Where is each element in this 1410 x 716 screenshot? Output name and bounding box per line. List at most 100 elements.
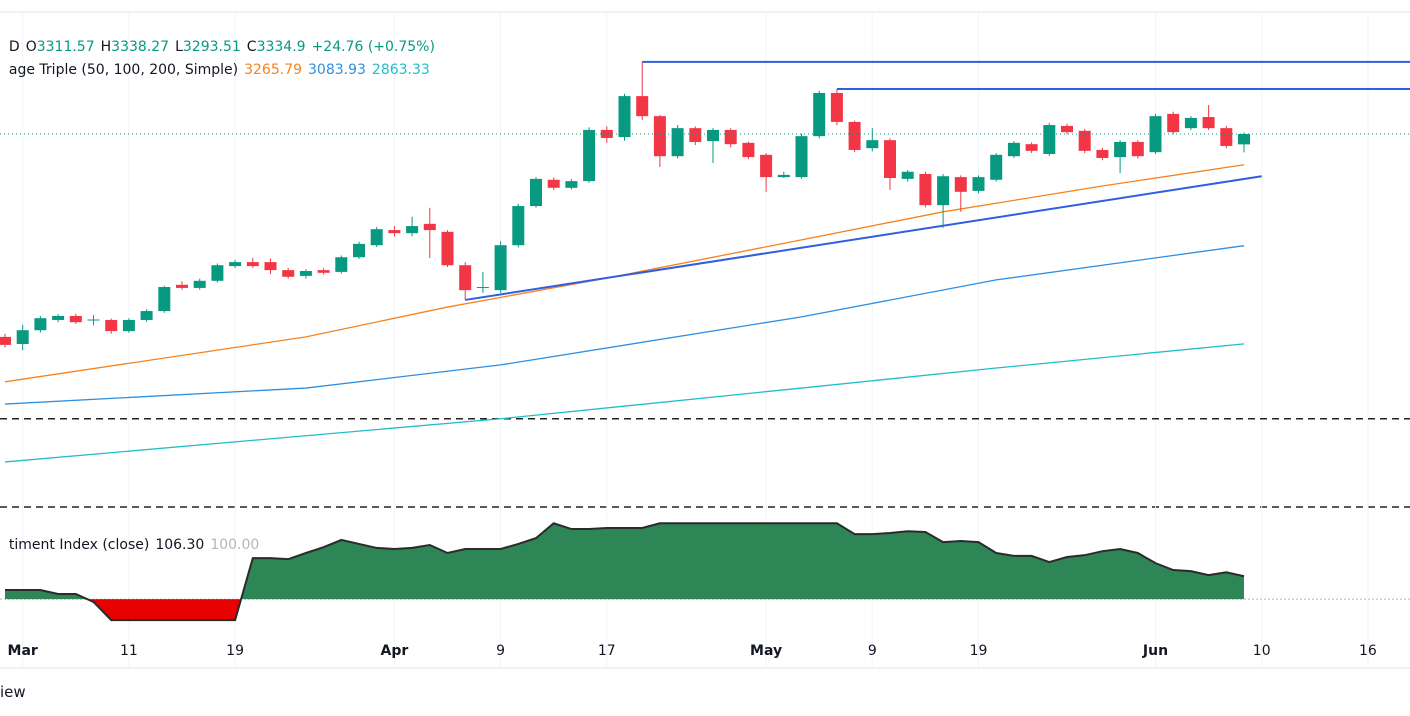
candle-body <box>282 270 295 277</box>
candle-body <box>193 280 206 288</box>
candle-body <box>1078 130 1091 151</box>
candle-body <box>122 319 135 332</box>
o-value: 3311.57 <box>36 39 95 55</box>
candle-body <box>494 245 507 291</box>
candle-body <box>1202 117 1215 129</box>
candle-body <box>689 128 702 142</box>
baseline-label: 100.00 <box>210 537 260 553</box>
candle-body <box>317 270 330 273</box>
candle-body <box>653 116 666 157</box>
symbol: D <box>8 39 20 55</box>
candle-body <box>0 336 11 345</box>
candle-body <box>353 243 365 258</box>
area-above <box>5 523 1244 600</box>
candle-body <box>600 129 613 138</box>
candle-body <box>636 96 649 117</box>
trendline <box>465 175 1262 301</box>
candle-body <box>211 265 224 281</box>
moving-average <box>4 164 1245 383</box>
x-tick-label: 17 <box>598 643 616 659</box>
x-tick-label: 16 <box>1359 643 1377 659</box>
candle-body <box>441 231 454 266</box>
candle-body <box>1096 149 1109 158</box>
candle-body <box>388 230 401 234</box>
candle-body <box>512 206 525 246</box>
candle-body <box>299 271 312 276</box>
candle-body <box>1167 113 1180 133</box>
candle-body <box>459 265 472 291</box>
ma-title: age Triple (50, 100, 200, Simple) <box>8 62 239 78</box>
x-tick-label: 11 <box>120 643 138 659</box>
candle-body <box>901 171 914 179</box>
candle-body <box>866 140 879 149</box>
candle-body <box>530 178 542 207</box>
x-tick-label: Jun <box>1142 643 1168 659</box>
candle-body <box>618 96 631 138</box>
candle-body <box>795 136 808 178</box>
candle-body <box>547 179 560 188</box>
area-line <box>5 522 1245 622</box>
candle-body <box>229 262 242 267</box>
x-tick-label: Mar <box>8 643 38 659</box>
x-tick-label: May <box>750 643 782 659</box>
sentiment-title: timent Index (close) <box>8 537 150 553</box>
moving-average <box>4 343 1245 463</box>
moving-average <box>4 245 1245 405</box>
ma-value: 2863.33 <box>371 62 430 78</box>
area-below <box>5 599 1244 621</box>
sentiment-readout: 106.30 <box>155 537 205 553</box>
candle-body <box>52 315 65 320</box>
candle-body <box>423 223 436 231</box>
candle-body <box>370 229 383 246</box>
h-value: 3338.27 <box>111 39 170 55</box>
x-tick-label: 10 <box>1253 643 1271 659</box>
candle-body <box>954 177 967 192</box>
candle-body <box>1238 133 1250 145</box>
candle-body <box>1043 125 1056 154</box>
candle-body <box>1131 141 1144 157</box>
x-tick-label: 19 <box>226 643 244 659</box>
candle-body <box>176 284 188 288</box>
candle-body <box>884 140 896 178</box>
candle-body <box>140 311 153 320</box>
ma-legend: age Triple (50, 100, 200, Simple) 3265.79… <box>0 46 436 78</box>
h-label: H <box>100 39 112 55</box>
candle-body <box>406 226 419 234</box>
c-label: C <box>246 39 257 55</box>
candle-body <box>246 262 259 267</box>
c-value: 3334.9 <box>256 39 306 55</box>
candle-body <box>16 330 29 344</box>
o-label: O <box>25 39 37 55</box>
candle-body <box>1007 142 1020 157</box>
candle-body <box>1061 125 1073 133</box>
candle-body <box>34 318 47 331</box>
footer: iew <box>0 683 26 701</box>
candle-body <box>830 92 843 122</box>
candle-body <box>1220 128 1233 146</box>
candle-body <box>813 92 826 137</box>
l-value: 3293.51 <box>182 39 241 55</box>
candle-body <box>937 176 950 206</box>
candle-body <box>1184 117 1197 129</box>
candle-body <box>583 129 596 182</box>
candle-body <box>777 174 790 178</box>
candle-body <box>565 181 578 188</box>
x-tick-label: 19 <box>970 643 988 659</box>
x-tick-label: Apr <box>381 643 409 659</box>
candle-body <box>990 154 1003 180</box>
candle-body <box>760 154 773 178</box>
ma-value: 3265.79 <box>244 62 303 78</box>
candle-body <box>476 287 489 289</box>
candle-body <box>671 128 684 157</box>
candle-body <box>848 121 861 150</box>
candle-body <box>1149 116 1162 153</box>
candle-body <box>158 287 171 312</box>
candle-body <box>335 257 348 272</box>
ma-value: 3083.93 <box>308 62 366 78</box>
candle-body <box>87 319 100 321</box>
candle-body <box>105 319 118 332</box>
candle-body <box>972 177 985 191</box>
candle-body <box>264 262 277 271</box>
